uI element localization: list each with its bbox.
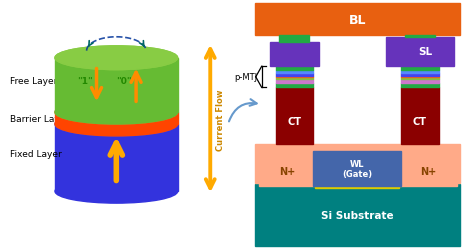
Ellipse shape bbox=[55, 113, 178, 136]
Text: N+: N+ bbox=[420, 167, 436, 177]
Bar bbox=[279, 36, 309, 42]
Ellipse shape bbox=[55, 47, 178, 70]
Text: Si Substrate: Si Substrate bbox=[322, 210, 394, 220]
Bar bbox=[386, 37, 453, 67]
Bar bbox=[401, 88, 439, 144]
Bar bbox=[401, 76, 439, 78]
Bar bbox=[276, 78, 313, 80]
Bar bbox=[255, 4, 461, 36]
Bar bbox=[401, 78, 439, 80]
Text: "0": "0" bbox=[117, 76, 132, 85]
Text: "1": "1" bbox=[77, 76, 93, 85]
Bar bbox=[259, 157, 316, 186]
Bar bbox=[313, 151, 401, 186]
Bar bbox=[55, 58, 178, 113]
Bar bbox=[401, 84, 439, 88]
Text: N+: N+ bbox=[279, 167, 295, 177]
Bar bbox=[276, 84, 313, 88]
Bar bbox=[315, 185, 399, 188]
Bar bbox=[55, 124, 178, 192]
Ellipse shape bbox=[55, 113, 178, 136]
Bar bbox=[401, 67, 439, 71]
Bar bbox=[276, 88, 313, 144]
Ellipse shape bbox=[55, 180, 178, 203]
Text: Free Layer: Free Layer bbox=[10, 77, 58, 86]
Ellipse shape bbox=[55, 101, 178, 124]
Text: Fixed Layer: Fixed Layer bbox=[10, 150, 62, 159]
Ellipse shape bbox=[55, 101, 178, 124]
Ellipse shape bbox=[55, 47, 178, 70]
Text: BL: BL bbox=[349, 14, 366, 26]
Bar bbox=[401, 80, 439, 84]
Bar bbox=[270, 42, 319, 67]
Bar bbox=[276, 71, 313, 74]
Text: WL
(Gate): WL (Gate) bbox=[342, 159, 372, 178]
Bar bbox=[399, 157, 456, 186]
Bar bbox=[276, 67, 313, 71]
Text: CT: CT bbox=[287, 116, 301, 126]
Bar bbox=[405, 36, 435, 37]
Bar bbox=[255, 144, 461, 184]
Text: SL: SL bbox=[418, 47, 432, 57]
Bar bbox=[276, 74, 313, 76]
Bar bbox=[401, 71, 439, 74]
Text: Current Flow: Current Flow bbox=[216, 89, 225, 151]
Text: p-MTJ: p-MTJ bbox=[234, 73, 258, 82]
Bar bbox=[255, 185, 461, 246]
Bar bbox=[55, 113, 178, 124]
Text: Barrier Layer: Barrier Layer bbox=[10, 114, 70, 123]
FancyArrowPatch shape bbox=[229, 100, 256, 122]
Bar bbox=[401, 74, 439, 76]
Bar bbox=[276, 80, 313, 84]
Text: CT: CT bbox=[413, 116, 427, 126]
Bar bbox=[276, 76, 313, 78]
